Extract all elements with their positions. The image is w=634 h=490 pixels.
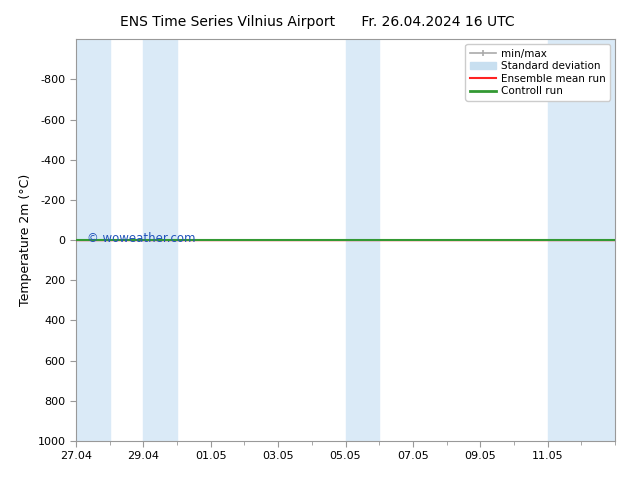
Bar — [143, 39, 177, 441]
Bar — [346, 39, 379, 441]
Bar — [76, 39, 110, 441]
Bar — [548, 39, 615, 441]
Text: © woweather.com: © woweather.com — [87, 232, 195, 245]
Y-axis label: Temperature 2m (°C): Temperature 2m (°C) — [19, 174, 32, 306]
Legend: min/max, Standard deviation, Ensemble mean run, Controll run: min/max, Standard deviation, Ensemble me… — [465, 45, 610, 100]
Text: ENS Time Series Vilnius Airport      Fr. 26.04.2024 16 UTC: ENS Time Series Vilnius Airport Fr. 26.0… — [120, 15, 514, 29]
